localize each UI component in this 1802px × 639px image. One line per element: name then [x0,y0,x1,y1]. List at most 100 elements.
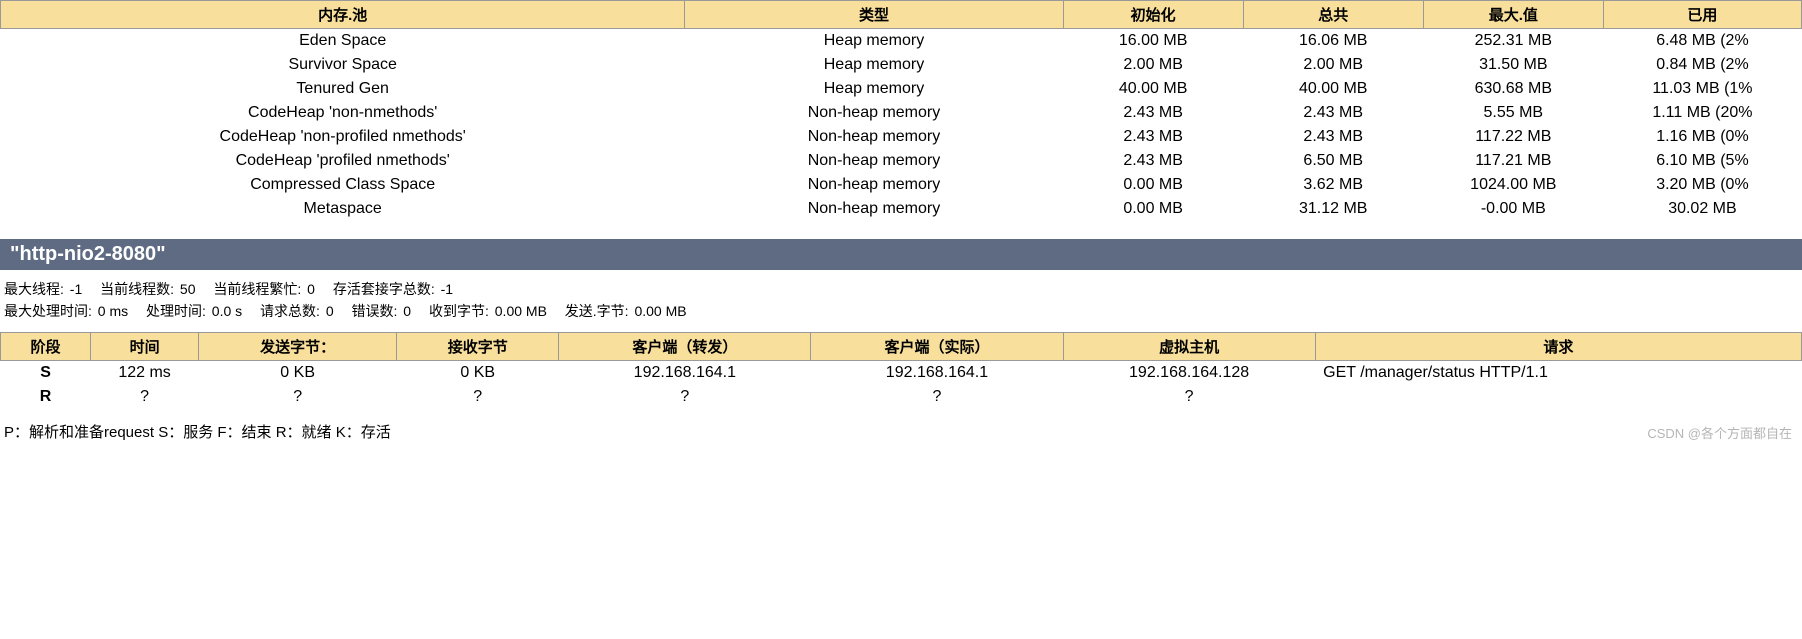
col-request: 请求 [1315,333,1801,361]
table-cell: Eden Space [1,29,685,54]
table-cell: 122 ms [91,361,199,386]
table-cell: 40.00 MB [1243,77,1423,101]
col-recv: 接收字节 [397,333,559,361]
table-row: S122 ms0 KB0 KB192.168.164.1192.168.164.… [1,361,1802,386]
col-vhost: 虚拟主机 [1063,333,1315,361]
table-cell: 1.11 MB (20% [1603,101,1801,125]
table-row: Eden SpaceHeap memory16.00 MB16.06 MB252… [1,29,1802,54]
table-cell: 5.55 MB [1423,101,1603,125]
max-threads-label: 最大线程: [4,281,64,297]
table-row: CodeHeap 'non-profiled nmethods'Non-heap… [1,125,1802,149]
proc-time-label: 处理时间: [146,303,206,319]
sent-bytes-label: 发送.字节: [565,303,629,319]
connection-table: 阶段 时间 发送字节： 接收字节 客户端（转发） 客户端（实际） 虚拟主机 请求… [0,332,1802,409]
err-count-value: 0 [403,303,411,319]
table-cell: 2.43 MB [1243,101,1423,125]
table-cell: Heap memory [685,77,1063,101]
err-count-label: 错误数: [352,303,398,319]
table-cell: 2.43 MB [1243,125,1423,149]
table-cell: Heap memory [685,53,1063,77]
table-cell: CodeHeap 'non-profiled nmethods' [1,125,685,149]
table-cell: 16.00 MB [1063,29,1243,54]
table-cell: 3.62 MB [1243,173,1423,197]
max-proc-label: 最大处理时间: [4,303,92,319]
stage-legend: P：解析和准备request S：服务 F：结束 R：就绪 K：存活 [0,409,1802,446]
table-cell: 31.12 MB [1243,197,1423,221]
recv-bytes-value: 0.00 MB [495,303,547,319]
table-cell: 3.20 MB (0% [1603,173,1801,197]
table-cell: 1.16 MB (0% [1603,125,1801,149]
table-cell: ? [559,385,811,409]
table-cell: 630.68 MB [1423,77,1603,101]
req-count-value: 0 [326,303,334,319]
table-cell: -0.00 MB [1423,197,1603,221]
table-cell: 2.00 MB [1243,53,1423,77]
table-row: R?????? [1,385,1802,409]
col-init: 初始化 [1063,1,1243,29]
table-cell: Tenured Gen [1,77,685,101]
table-cell: 0.00 MB [1063,197,1243,221]
col-sent: 发送字节： [199,333,397,361]
table-cell: 31.50 MB [1423,53,1603,77]
table-cell: Heap memory [685,29,1063,54]
table-header-row: 阶段 时间 发送字节： 接收字节 客户端（转发） 客户端（实际） 虚拟主机 请求 [1,333,1802,361]
current-threads-label: 当前线程数: [100,281,174,297]
table-cell: 2.43 MB [1063,125,1243,149]
busy-threads-value: 0 [307,281,315,297]
table-cell: Survivor Space [1,53,685,77]
col-client-act: 客户端（实际） [811,333,1063,361]
table-cell: Non-heap memory [685,173,1063,197]
table-cell: Metaspace [1,197,685,221]
processing-info-line: 最大处理时间: 0 ms 处理时间: 0.0 s 请求总数: 0 错误数: 0 … [0,300,1802,322]
table-cell: 0 KB [199,361,397,386]
max-threads-value: -1 [70,281,82,297]
table-cell: 40.00 MB [1063,77,1243,101]
sent-bytes-value: 0.00 MB [634,303,686,319]
memory-pool-table: 内存.池 类型 初始化 总共 最大.值 已用 Eden SpaceHeap me… [0,0,1802,221]
table-row: Tenured GenHeap memory40.00 MB40.00 MB63… [1,77,1802,101]
table-cell: 2.00 MB [1063,53,1243,77]
table-cell [1315,385,1801,409]
table-cell: 252.31 MB [1423,29,1603,54]
col-client-fwd: 客户端（转发） [559,333,811,361]
table-cell: 0.84 MB (2% [1603,53,1801,77]
table-cell: S [1,361,91,386]
table-cell: Non-heap memory [685,149,1063,173]
table-cell: 6.50 MB [1243,149,1423,173]
table-cell: ? [91,385,199,409]
table-cell: Non-heap memory [685,125,1063,149]
col-pool: 内存.池 [1,1,685,29]
table-cell: 117.22 MB [1423,125,1603,149]
col-max: 最大.值 [1423,1,1603,29]
table-row: MetaspaceNon-heap memory0.00 MB31.12 MB-… [1,197,1802,221]
table-row: Compressed Class SpaceNon-heap memory0.0… [1,173,1802,197]
table-cell: 6.10 MB (5% [1603,149,1801,173]
table-cell: Compressed Class Space [1,173,685,197]
table-cell: 2.43 MB [1063,149,1243,173]
recv-bytes-label: 收到字节: [429,303,489,319]
col-stage: 阶段 [1,333,91,361]
table-cell: 192.168.164.1 [559,361,811,386]
table-cell: R [1,385,91,409]
col-time: 时间 [91,333,199,361]
table-cell: 192.168.164.128 [1063,361,1315,386]
table-cell: GET /manager/status HTTP/1.1 [1315,361,1801,386]
table-cell: 192.168.164.1 [811,361,1063,386]
col-type: 类型 [685,1,1063,29]
proc-time-value: 0.0 s [212,303,242,319]
table-cell: Non-heap memory [685,101,1063,125]
table-cell: 0 KB [397,361,559,386]
busy-threads-label: 当前线程繁忙: [213,281,301,297]
keepalive-label: 存活套接字总数: [333,281,435,297]
table-cell: 2.43 MB [1063,101,1243,125]
table-cell: ? [1063,385,1315,409]
table-cell: ? [397,385,559,409]
table-header-row: 内存.池 类型 初始化 总共 最大.值 已用 [1,1,1802,29]
table-cell: 117.21 MB [1423,149,1603,173]
table-row: CodeHeap 'non-nmethods'Non-heap memory2.… [1,101,1802,125]
table-cell: ? [811,385,1063,409]
table-cell: 30.02 MB [1603,197,1801,221]
table-cell: ? [199,385,397,409]
table-cell: 16.06 MB [1243,29,1423,54]
table-cell: CodeHeap 'profiled nmethods' [1,149,685,173]
